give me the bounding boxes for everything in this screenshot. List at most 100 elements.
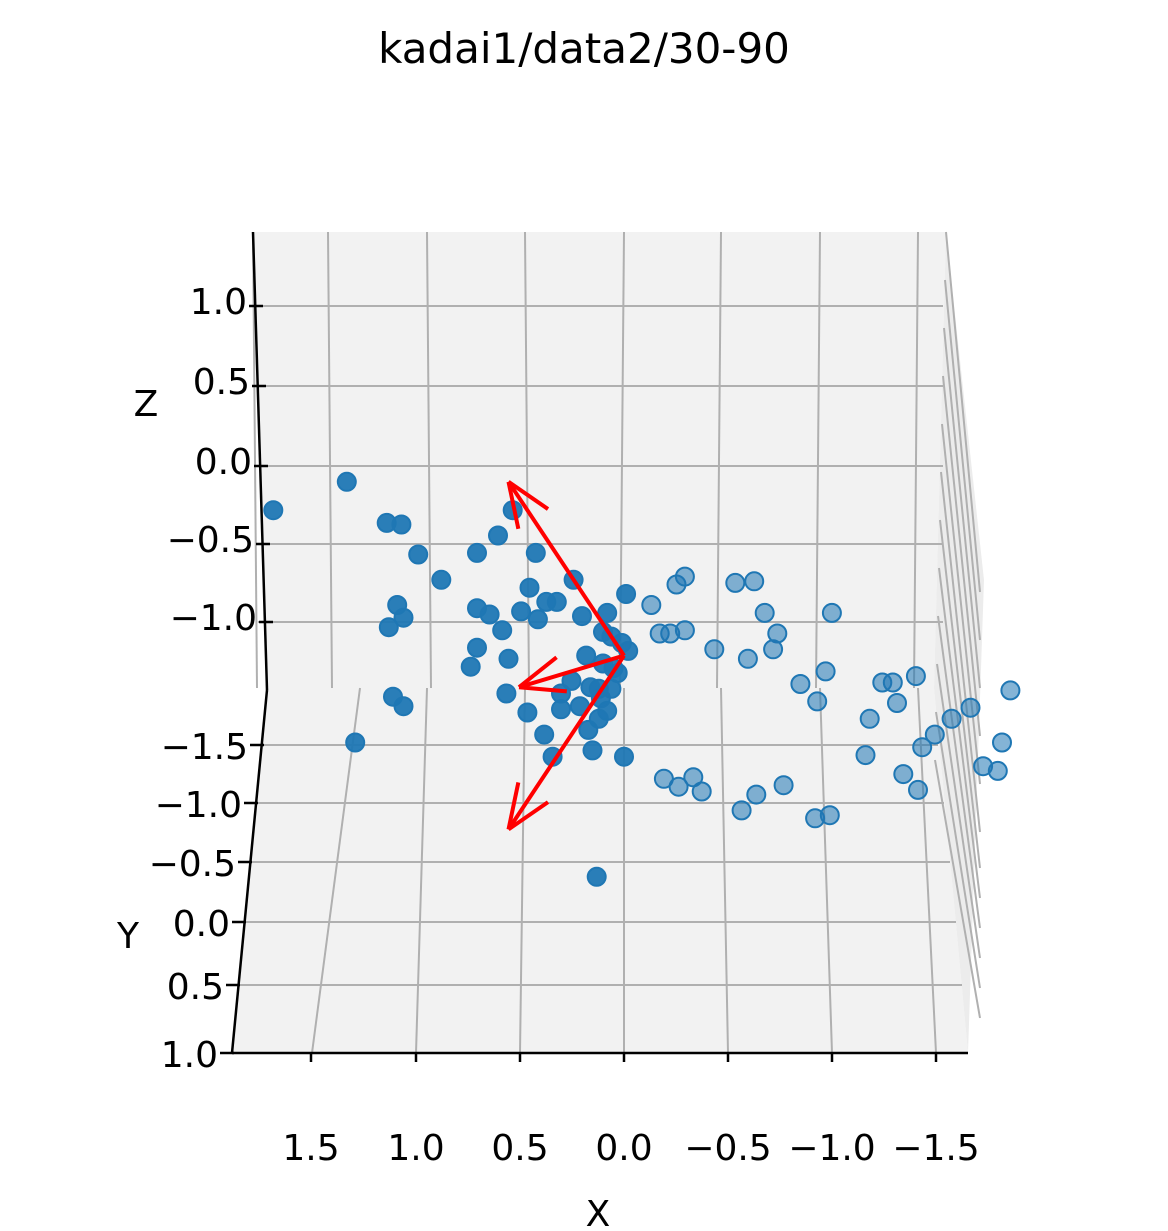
grid-line: [937, 615, 981, 929]
data-point: [614, 746, 634, 767]
y-tick-label: 1.0: [161, 1035, 218, 1076]
data-point: [546, 591, 567, 612]
grid-line: [944, 279, 981, 641]
data-point: [393, 696, 414, 717]
data-point: [790, 674, 811, 694]
chart-title: kadai1/data2/30-90: [378, 24, 790, 73]
x-axis-label: X: [586, 1194, 611, 1231]
data-point: [691, 781, 712, 802]
data-point: [391, 514, 412, 535]
grid-line: [941, 423, 981, 785]
x-tick-label: 0.0: [595, 1128, 652, 1169]
y-tick-label: 0.5: [167, 967, 224, 1008]
y-tick-label: −1.5: [161, 727, 248, 768]
data-point: [773, 775, 794, 796]
data-point: [498, 648, 519, 669]
y-tick-label: −0.5: [149, 844, 236, 885]
data-point: [641, 595, 662, 615]
x-tick-label: 0.5: [491, 1128, 548, 1169]
grid-line: [819, 687, 833, 1054]
data-point: [737, 648, 758, 669]
arrow-head: [517, 655, 558, 689]
x-tick-label: 1.0: [387, 1128, 444, 1169]
data-point: [905, 666, 926, 687]
x-tick-label: 1.5: [282, 1128, 339, 1169]
data-point: [674, 620, 695, 641]
y-axis-line: [230, 689, 269, 1054]
data-point: [815, 661, 836, 682]
data-point: [551, 683, 571, 704]
data-point: [393, 607, 414, 628]
data-point: [460, 656, 481, 677]
z-tick-label: 1.0: [190, 282, 247, 323]
data-point: [467, 637, 487, 658]
data-point: [960, 697, 981, 718]
arrow-head: [507, 800, 550, 832]
data-point: [408, 544, 429, 565]
data-point: [578, 719, 599, 740]
data-point: [488, 525, 508, 546]
y-tick-label: 0.0: [173, 904, 230, 945]
data-point: [467, 542, 487, 563]
data-point: [431, 569, 452, 590]
z-tick-label: −1.0: [170, 598, 257, 639]
grid-line: [252, 231, 258, 689]
grid-line: [519, 687, 526, 1054]
grid-line: [913, 231, 919, 689]
x-tick-label: −1.5: [892, 1128, 979, 1169]
data-point: [496, 683, 517, 704]
z-tick-label: 0.5: [193, 362, 250, 403]
arrow-shaft: [506, 480, 626, 657]
z-tick-label: −0.5: [167, 520, 254, 561]
x-tick-label: −0.5: [684, 1128, 771, 1169]
grid-line: [935, 711, 981, 989]
data-point: [855, 745, 876, 766]
z-tick-label: 0.0: [195, 442, 252, 483]
data-point: [378, 617, 399, 638]
data-point: [731, 800, 752, 821]
data-point: [754, 602, 775, 623]
y-ticks: −1.5 −1.0 −0.5 0.0 0.5 1.0: [149, 727, 264, 1076]
grid-line: [716, 231, 722, 689]
grid-line: [942, 375, 981, 737]
data-point: [807, 691, 828, 712]
data-point: [725, 572, 746, 593]
scatter-points: [263, 471, 1021, 887]
z-axis-label: Z: [134, 384, 159, 425]
grid-line: [939, 519, 981, 869]
grid-line: [426, 231, 432, 689]
grid-line: [938, 567, 981, 899]
grid-line: [945, 231, 981, 593]
data-point: [586, 866, 607, 887]
data-point: [887, 693, 907, 713]
x-ticks: 1.5 1.0 0.5 0.0 −0.5 −1.0 −1.5: [282, 1053, 980, 1169]
arrow-shaft: [518, 653, 625, 690]
arrow-shaft: [506, 654, 626, 831]
data-point: [534, 724, 555, 745]
data-point: [479, 604, 500, 625]
data-point: [941, 708, 962, 729]
arrow-head: [518, 685, 567, 694]
data-point: [576, 645, 597, 666]
back-pane: [253, 232, 946, 688]
data-point: [744, 571, 765, 592]
data-point: [582, 740, 603, 761]
grid-line: [327, 231, 333, 689]
grid-line: [940, 471, 981, 833]
data-point: [345, 732, 366, 753]
grid-line: [934, 759, 981, 1019]
grid-line: [720, 687, 729, 1054]
grid-line: [943, 327, 981, 689]
data-point: [704, 639, 725, 660]
data-point: [987, 760, 1008, 781]
data-point: [511, 601, 532, 622]
data-point: [746, 784, 767, 805]
grid-line: [815, 231, 821, 689]
data-point: [519, 577, 540, 598]
data-point: [908, 779, 928, 800]
data-point: [924, 724, 945, 745]
data-point: [668, 776, 689, 797]
arrow-head: [507, 480, 550, 511]
